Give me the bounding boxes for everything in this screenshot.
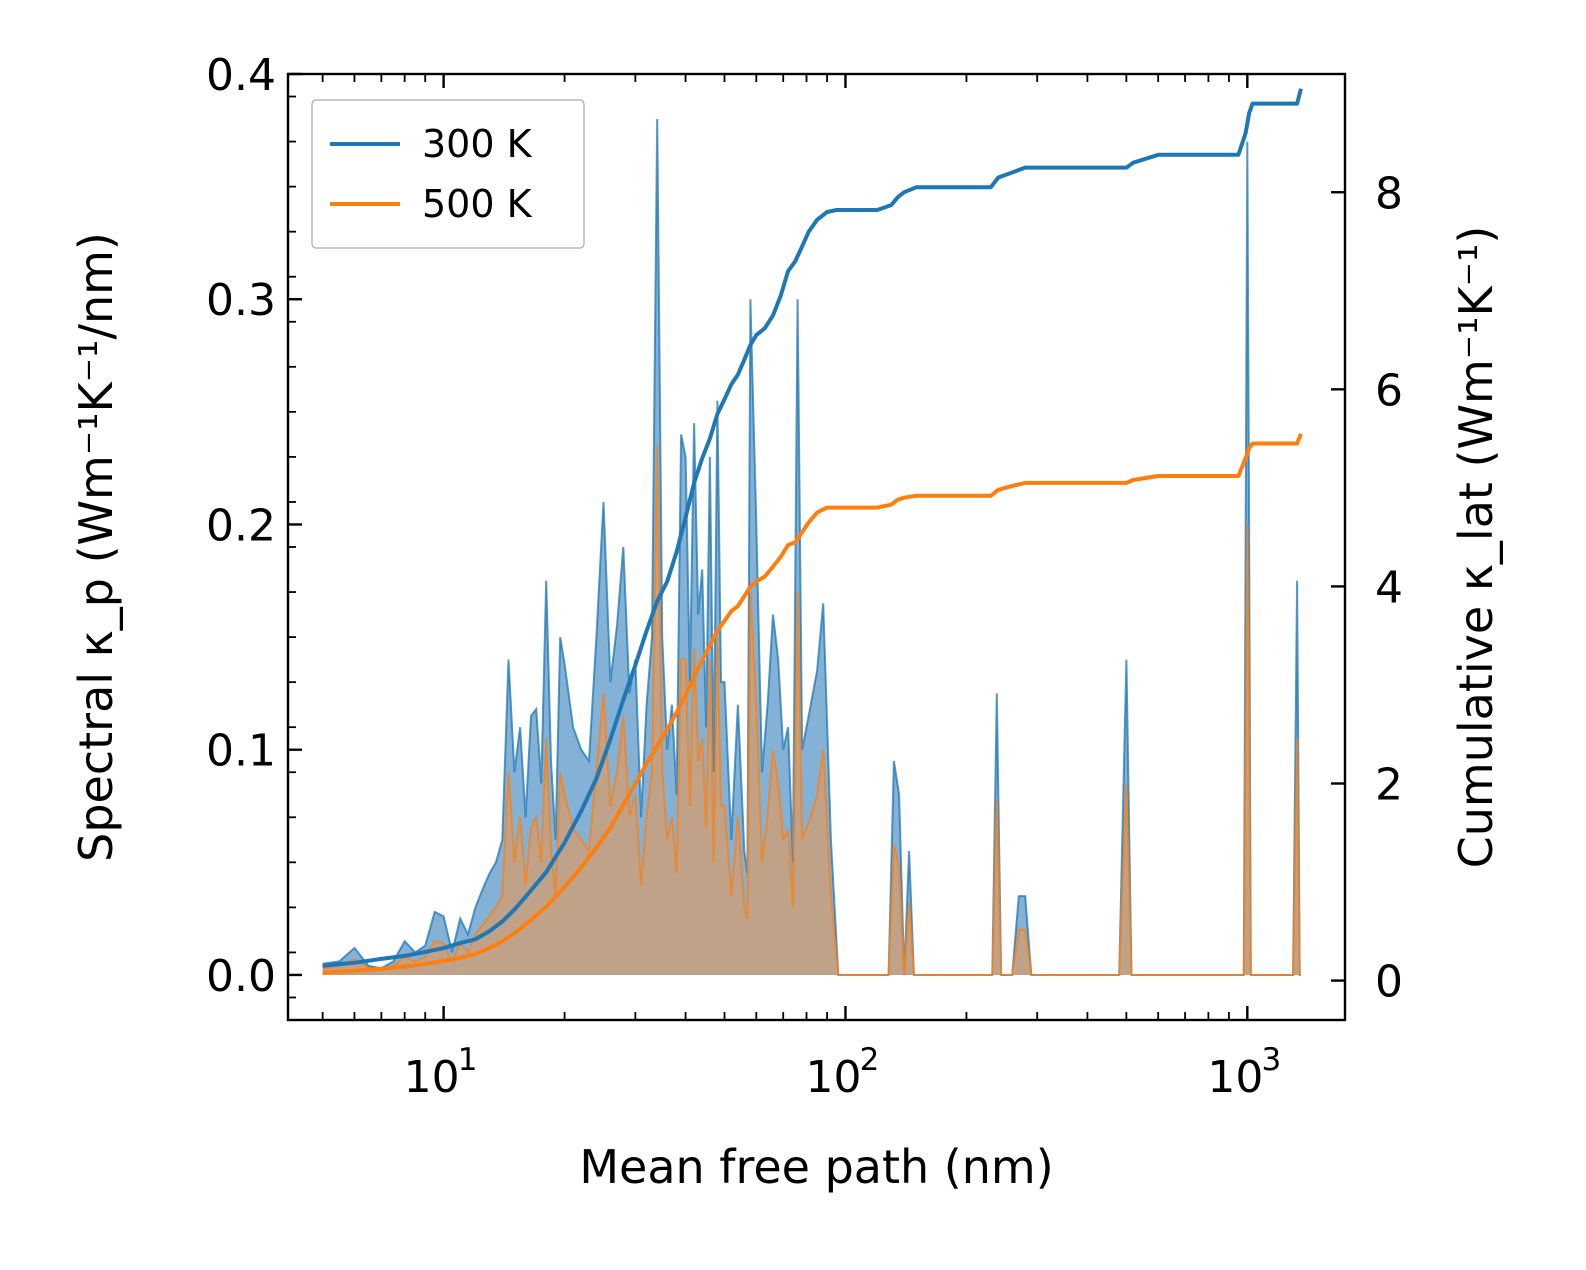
spectral-area-layer	[322, 118, 1302, 976]
right-tick-label: 6	[1375, 365, 1403, 416]
legend-label-300k: 300 K	[422, 122, 533, 166]
cumulative-line-500k	[322, 432, 1303, 975]
right-tick-label: 4	[1375, 562, 1403, 613]
left-tick-label: 0.3	[206, 275, 276, 326]
x-tick-exponent: 1	[458, 1042, 478, 1078]
left-tick-label: 0.2	[206, 500, 276, 551]
right-tick-label: 8	[1375, 168, 1403, 219]
left-tick-label: 0.0	[206, 951, 276, 1002]
x-tick-exponent: 2	[860, 1042, 880, 1078]
left-tick-label: 0.1	[206, 726, 276, 777]
spectral-area-500k	[322, 445, 1302, 976]
x-tick-exponent: 3	[1261, 1042, 1281, 1078]
cumulative-line-layer	[322, 88, 1303, 975]
left-tick-label: 0.4	[206, 50, 276, 101]
spectral-area-500k-edge	[322, 445, 1301, 976]
x-axis-label: Mean free path (nm)	[579, 1140, 1053, 1194]
legend-box	[311, 99, 585, 249]
y-axis-label-left: Spectral κ_p (Wm⁻¹K⁻¹/nm)	[69, 232, 123, 862]
x-tick-label: 10	[805, 1052, 861, 1103]
cumulative-line-300k	[322, 88, 1303, 968]
x-tick-label: 10	[404, 1052, 460, 1103]
right-tick-label: 0	[1375, 957, 1403, 1008]
spectral-area-300k	[322, 119, 1302, 975]
right-tick-label: 2	[1375, 760, 1403, 811]
legend: 300 K 500 K	[311, 99, 585, 249]
x-tick-label: 10	[1207, 1052, 1263, 1103]
y-axis-label-right: Cumulative κ_lat (Wm⁻¹K⁻¹)	[1449, 226, 1503, 869]
legend-label-500k: 500 K	[422, 182, 533, 226]
